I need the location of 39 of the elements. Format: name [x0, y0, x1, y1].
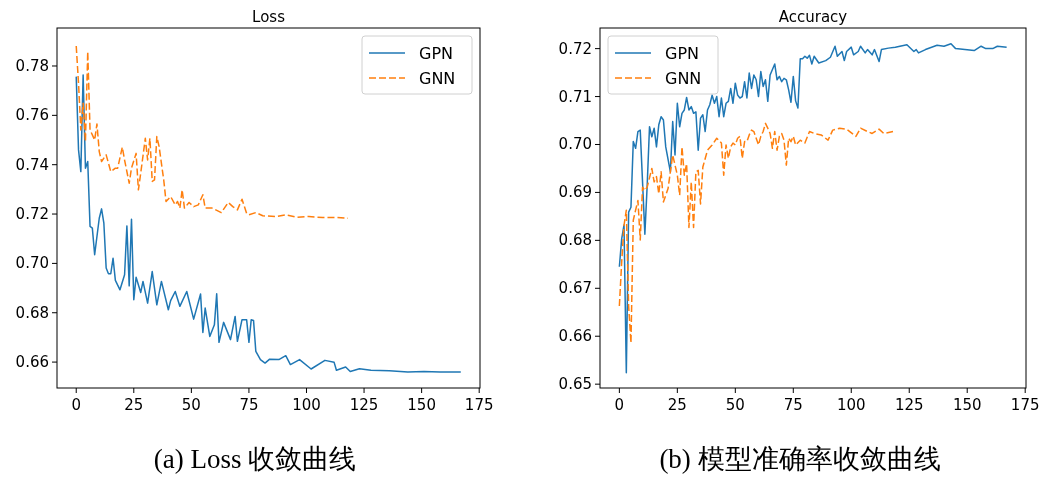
legend-label: GPN: [665, 44, 700, 63]
x-tick-label: 50: [181, 396, 201, 414]
y-tick-label: 0.66: [15, 353, 49, 372]
y-tick-label: 0.65: [558, 375, 592, 394]
y-tick-label: 0.69: [558, 183, 592, 202]
y-tick-label: 0.76: [15, 106, 49, 125]
x-tick-label: 75: [239, 396, 259, 414]
y-tick-label: 0.74: [15, 155, 49, 174]
y-tick-label: 0.66: [558, 327, 592, 346]
x-tick-label: 50: [725, 396, 745, 414]
y-tick-label: 0.72: [558, 39, 592, 58]
x-tick-label: 150: [407, 396, 436, 414]
x-tick-label: 100: [836, 396, 866, 414]
text: (a) Loss 收敛曲线: [153, 444, 357, 474]
x-tick-label: 100: [292, 396, 321, 414]
x-tick-label: 175: [464, 396, 494, 414]
y-tick-label: 0.71: [558, 87, 592, 106]
y-tick-label: 0.78: [15, 57, 49, 75]
y-tick-label: 0.68: [15, 303, 49, 322]
x-tick-label: 25: [124, 396, 144, 414]
x-tick-label: 0: [614, 396, 625, 414]
chart-title: Loss: [252, 8, 286, 26]
x-tick-label: 75: [783, 396, 803, 414]
y-tick-label: 0.68: [558, 231, 592, 250]
y-tick-label: 0.70: [558, 135, 592, 154]
x-tick-label: 125: [349, 396, 379, 414]
legend-label: GNN: [419, 69, 456, 88]
x-tick-label: 25: [667, 396, 687, 414]
y-tick-label: 0.67: [558, 279, 592, 298]
chart-title: Accuracy: [778, 8, 848, 26]
x-tick-label: 0: [71, 396, 81, 414]
y-tick-label: 0.72: [15, 205, 49, 224]
y-tick-label: 0.70: [15, 254, 49, 273]
x-tick-label: 150: [952, 396, 982, 414]
text: (b) 模型准确率收敛曲线: [659, 444, 941, 474]
legend-label: GNN: [665, 69, 702, 88]
legend-label: GPN: [419, 44, 454, 63]
x-tick-label: 175: [1010, 396, 1040, 414]
x-tick-label: 125: [894, 396, 924, 414]
